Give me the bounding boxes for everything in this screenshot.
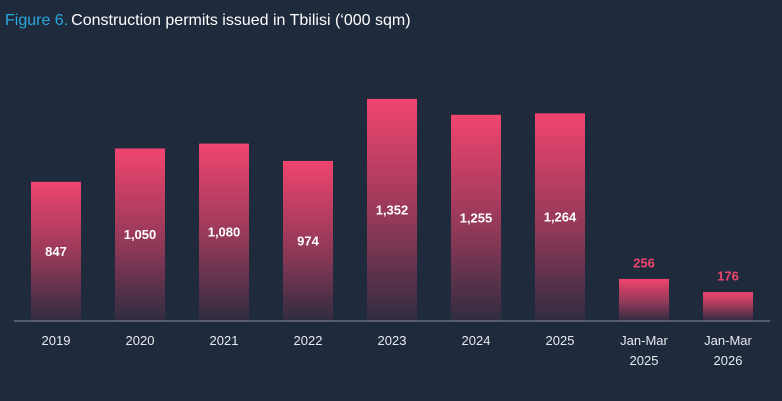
- x-tick-label: 2022: [293, 333, 323, 348]
- value-label: 1,352: [376, 202, 409, 217]
- x-tick-label: Jan-Mar 2026: [704, 333, 752, 368]
- x-tick-label: 2020: [125, 333, 155, 348]
- value-label: 1,050: [124, 227, 157, 242]
- bar: [199, 143, 249, 321]
- x-tick-label: 2021: [209, 333, 239, 348]
- x-tick-label: Jan-Mar 2025: [620, 333, 668, 368]
- value-label: 256: [633, 255, 655, 270]
- value-label: 1,255: [460, 210, 493, 225]
- figure-label: Figure 6.: [5, 12, 69, 29]
- bar: [31, 181, 81, 321]
- bar: [283, 160, 333, 321]
- x-tick-label: 2024: [461, 333, 491, 348]
- value-label: 974: [297, 233, 319, 248]
- bar: [535, 113, 585, 321]
- x-tick-label: 2025: [545, 333, 575, 348]
- title-block: Figure 6. Construction permits issued in …: [5, 12, 411, 30]
- value-label: 1,080: [208, 225, 241, 240]
- x-tick-label: 2023: [377, 333, 407, 348]
- bar: [703, 292, 753, 321]
- chart-title: Construction permits issued in Tbilisi (…: [71, 12, 411, 29]
- value-label: 176: [717, 269, 739, 284]
- value-label: 847: [45, 244, 67, 259]
- bar: [115, 148, 165, 321]
- value-label: 1,264: [544, 210, 577, 225]
- bar: [451, 114, 501, 321]
- bar: [367, 98, 417, 321]
- bar: [619, 278, 669, 321]
- x-tick-label: 2019: [41, 333, 71, 348]
